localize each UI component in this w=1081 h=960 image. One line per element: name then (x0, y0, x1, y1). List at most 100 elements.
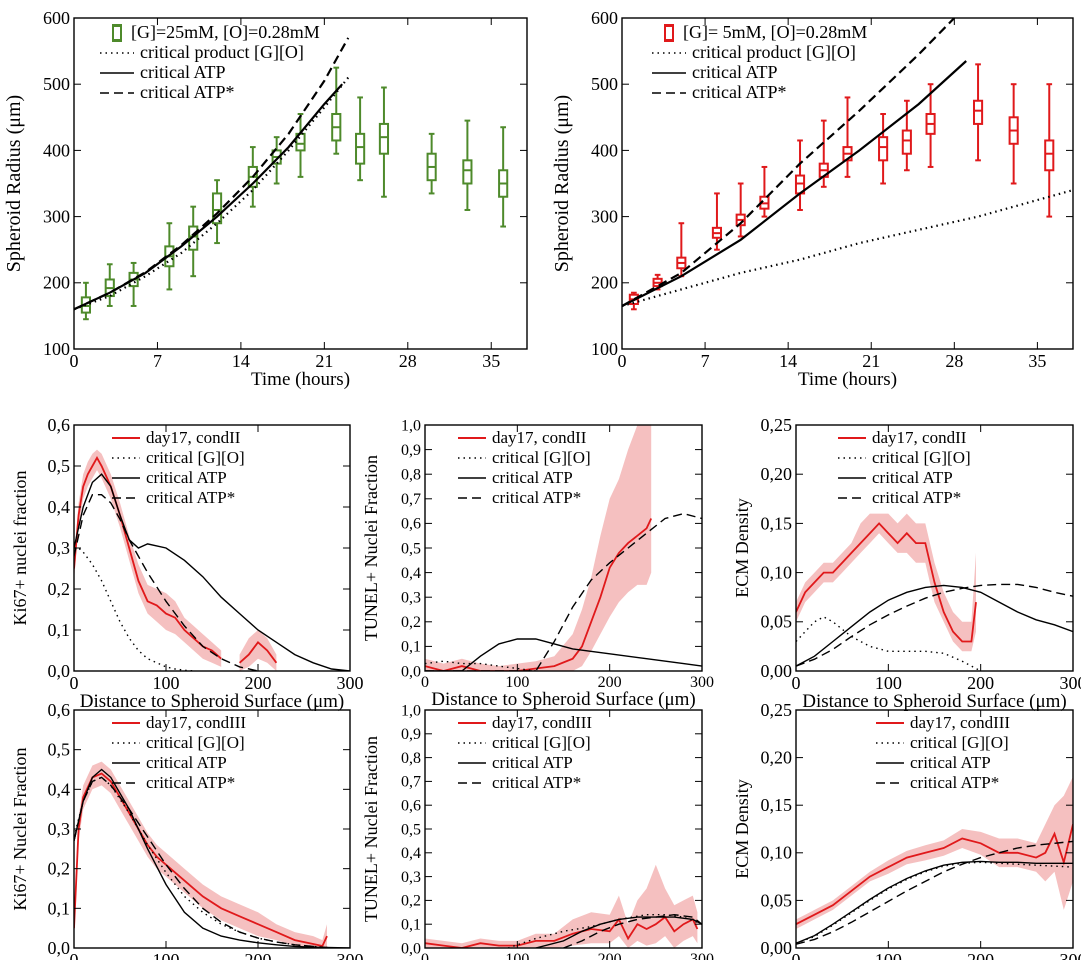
legend-label: critical [G][O] (492, 448, 591, 467)
error-band (74, 761, 327, 948)
legend-label: critical [G][O] (910, 733, 1009, 752)
legend-label: critical ATP (140, 62, 225, 82)
series-line (425, 518, 653, 671)
x-tick-label: 100 (153, 950, 180, 960)
x-tick-label: 7 (701, 351, 710, 371)
series-line (796, 583, 1073, 667)
y-tick-label: 0,6 (48, 700, 71, 720)
y-tick-label: 400 (43, 140, 70, 160)
x-tick-label: 0 (792, 673, 801, 693)
series-line (796, 823, 1073, 925)
box-iqr (972, 99, 984, 125)
plot-frame (795, 424, 1074, 672)
y-tick-label: 0,00 (761, 661, 793, 681)
legend-label: critical ATP (692, 62, 777, 82)
box-3 (128, 261, 139, 307)
series-line (239, 640, 278, 664)
x-tick-label: 100 (875, 673, 902, 693)
error-band (425, 425, 652, 671)
y-tick-label: 0,1 (401, 639, 421, 656)
legend-label: critical ATP* (492, 488, 581, 507)
legend-label: critical ATP* (692, 82, 786, 102)
y-tick-label: 0,3 (48, 819, 71, 839)
x-tick-label: 300 (690, 674, 714, 691)
y-tick-label: 0,05 (761, 612, 793, 632)
box-14 (1008, 83, 1019, 185)
x-axis-label: Time (hours) (798, 369, 897, 390)
box-3 (676, 222, 687, 278)
y-tick-label: 300 (591, 207, 618, 227)
y-tick-label: 0,05 (761, 890, 793, 910)
axis-ticks: 0 100 200 300 0,0 0,1 0,2 0,3 0,4 0,5 0,6 (48, 700, 364, 960)
plot-area (796, 513, 1073, 671)
box-iqr (878, 136, 889, 162)
legend-label: day17, condIII (146, 713, 246, 732)
y-tick-label: 0,6 (48, 415, 71, 435)
box-7 (794, 139, 806, 211)
x-tick-label: 0 (70, 673, 79, 693)
y-tick-label: 0,10 (761, 843, 793, 863)
y-tick-label: 0,5 (401, 821, 421, 838)
legend-label: day17, condII (146, 428, 241, 447)
plot-frame (795, 709, 1074, 949)
series-line (74, 772, 328, 948)
y-tick-label: 0,6 (401, 797, 421, 814)
legend-label: critical [G][O] (492, 733, 591, 752)
legend-label: critical product [G][O] (692, 42, 856, 62)
y-tick-label: 0,1 (401, 916, 421, 933)
plot-area (796, 776, 1073, 945)
x-tick-label: 21 (862, 351, 880, 371)
x-tick-label: 100 (153, 673, 180, 693)
box-9 (842, 96, 853, 178)
x-tick-label: 300 (337, 673, 364, 693)
chart-b: 0 7 14 21 28 35 100 200 300 400 500 600 Time (hours)… (551, 8, 1074, 390)
box-12 (925, 83, 936, 168)
series-line (796, 584, 1073, 667)
legend-label: critical ATP* (872, 488, 961, 507)
box-6 (759, 165, 770, 218)
x-tick-label: 0 (70, 351, 79, 371)
y-tick-label: 0,20 (761, 748, 793, 768)
box-4 (711, 192, 723, 251)
box-6 (211, 179, 223, 245)
axis-ticks: 0 100 200 300 0,0 0,1 0,2 0,3 0,4 0,5 0,6 0,7 0,8 0,9… (401, 702, 714, 960)
y-tick-label: 0,25 (761, 700, 793, 720)
legend-label: critical [G][O] (146, 733, 245, 752)
plot-area (622, 18, 1073, 311)
legend-label: [G]=25mM, [O]=0.28mM (131, 22, 320, 42)
box-2 (104, 263, 115, 307)
x-axis-label: Distance to Spheroid Surface (μm) (431, 689, 696, 710)
box-11 (355, 96, 366, 182)
series-line (622, 189, 1073, 308)
y-tick-label: 0,3 (401, 869, 421, 886)
series-line (74, 455, 222, 660)
series-line (796, 840, 1073, 945)
y-tick-label: 0,2 (401, 893, 421, 910)
x-tick-label: 0 (70, 950, 79, 960)
box-14 (462, 119, 473, 211)
x-tick-label: 200 (967, 673, 994, 693)
x-tick-label: 28 (399, 351, 417, 371)
box-iqr (378, 122, 390, 155)
series-line (796, 522, 977, 643)
series-line (425, 638, 702, 671)
plot-frame (73, 17, 528, 350)
plot-area (74, 449, 350, 671)
box-12 (378, 86, 390, 198)
y-tick-label: 0,4 (48, 779, 71, 799)
series-line (563, 913, 702, 948)
chart-a: 0 7 14 21 28 35 100 200 300 400 500 600 Time (hours)… (3, 8, 528, 390)
x-tick-label: 300 (690, 951, 714, 960)
x-tick-label: 100 (505, 951, 529, 960)
box-10 (331, 66, 342, 155)
error-band (796, 776, 1073, 929)
y-tick-label: 1,0 (401, 417, 421, 434)
chart-h: 01002003000,000,050,100,150,200,25Distan… (732, 700, 1081, 960)
x-tick-label: 35 (1028, 351, 1046, 371)
legend-label: day17, condII (492, 428, 587, 447)
x-tick-label: 14 (232, 351, 250, 371)
